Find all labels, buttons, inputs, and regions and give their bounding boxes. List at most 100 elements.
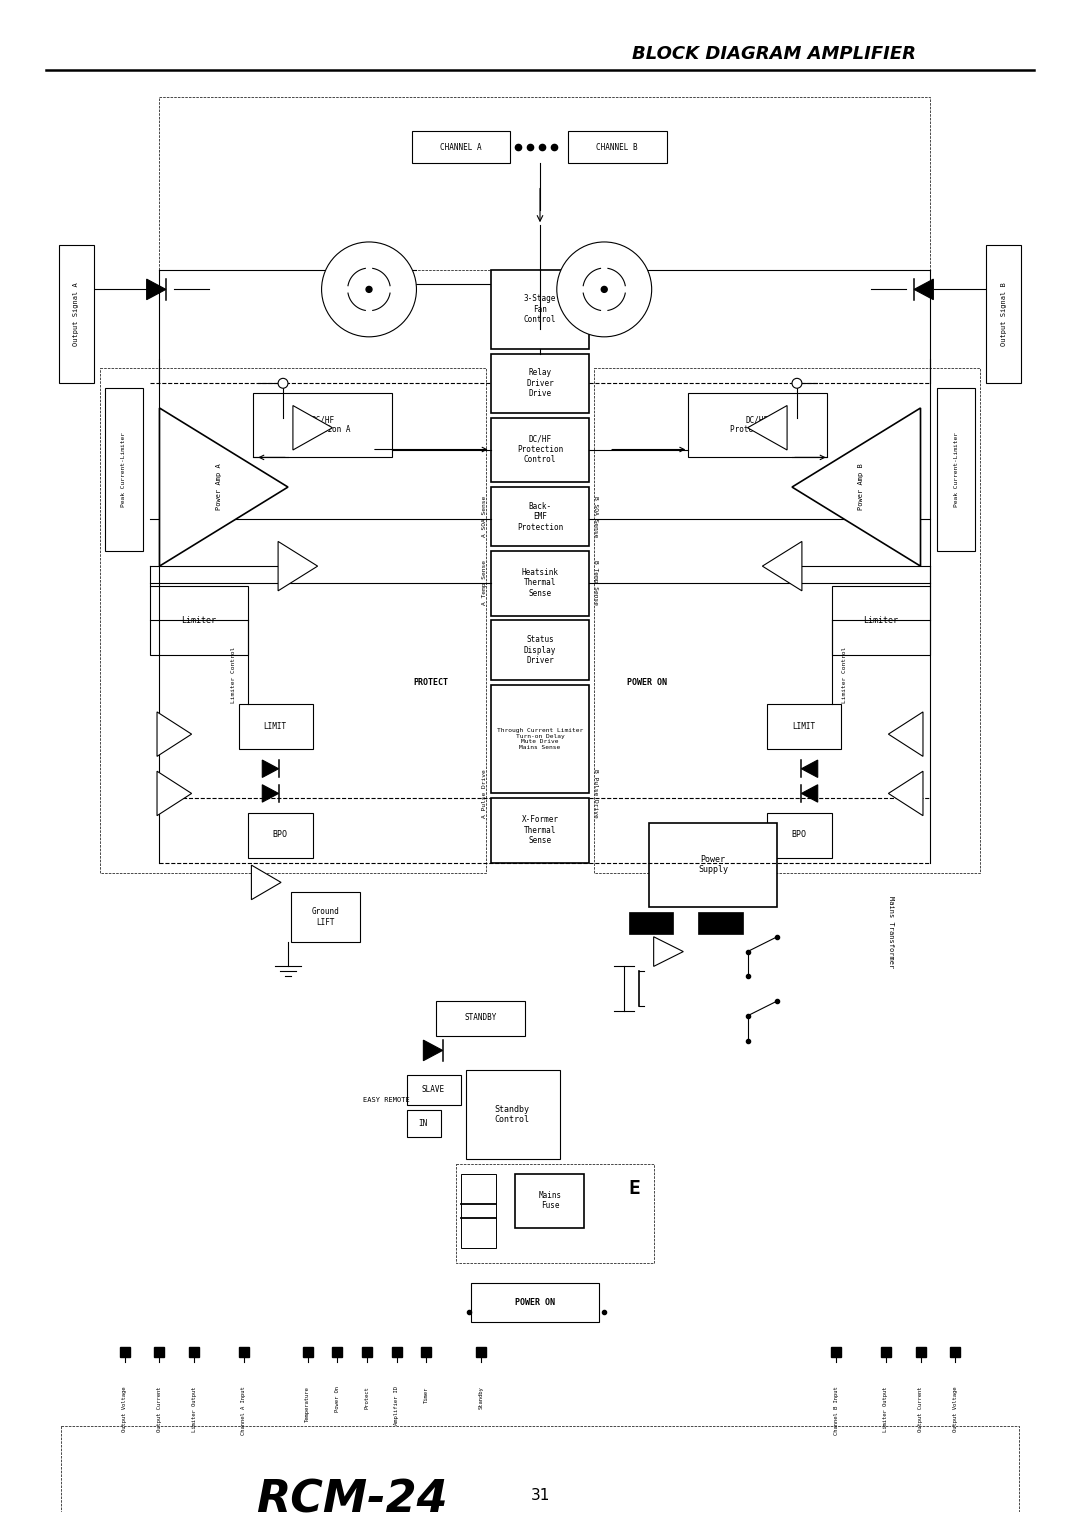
Polygon shape [889, 712, 923, 756]
Text: Back-
EMF
Protection: Back- EMF Protection [517, 502, 563, 531]
Circle shape [602, 287, 607, 292]
Text: Mains
Fuse: Mains Fuse [538, 1191, 562, 1211]
Polygon shape [747, 406, 787, 450]
Polygon shape [252, 866, 281, 899]
Text: Output Voltage: Output Voltage [953, 1387, 958, 1432]
Text: B Temp Sense: B Temp Sense [593, 560, 598, 605]
Bar [406, 1110, 441, 1138]
Bar [465, 1070, 559, 1159]
Polygon shape [801, 760, 818, 777]
Text: Power
Supply: Power Supply [698, 855, 728, 875]
Polygon shape [653, 936, 684, 967]
Circle shape [366, 287, 372, 292]
Text: Power Amp B: Power Amp B [859, 464, 864, 510]
Bar [986, 244, 1022, 383]
Text: Limiter Output: Limiter Output [883, 1387, 889, 1432]
Bar [688, 392, 826, 458]
Text: Channel A Input: Channel A Input [241, 1387, 246, 1435]
Bar [160, 96, 930, 270]
Polygon shape [160, 408, 288, 567]
Text: A Pulse Drive: A Pulse Drive [482, 770, 487, 818]
Circle shape [792, 379, 802, 388]
Bar [937, 388, 975, 551]
Bar [490, 799, 590, 863]
Bar [411, 131, 511, 163]
Text: Standby
Control: Standby Control [495, 1106, 530, 1124]
Bar [767, 814, 832, 858]
Text: BPO: BPO [792, 831, 807, 840]
Circle shape [278, 379, 288, 388]
Polygon shape [792, 408, 920, 567]
Bar [456, 1164, 653, 1263]
Bar [461, 1174, 496, 1248]
Text: DC/HF
Protection
Control: DC/HF Protection Control [517, 435, 563, 464]
Bar [490, 620, 590, 680]
Bar [515, 1174, 584, 1228]
Bar [832, 586, 930, 655]
Text: Protect: Protect [365, 1387, 369, 1409]
Text: Power On: Power On [335, 1387, 340, 1412]
Bar [105, 388, 143, 551]
Text: Standby: Standby [478, 1387, 483, 1409]
Bar [254, 392, 392, 458]
Text: Limiter Output: Limiter Output [191, 1387, 197, 1432]
Bar [490, 354, 590, 412]
Circle shape [557, 241, 651, 337]
Text: Temperature: Temperature [306, 1387, 310, 1422]
Bar [248, 814, 313, 858]
Text: Peak Current-Limiter: Peak Current-Limiter [954, 432, 959, 507]
Text: B SOA Sense: B SOA Sense [593, 496, 598, 538]
Text: Output Current: Output Current [918, 1387, 923, 1432]
Polygon shape [801, 785, 818, 802]
Text: BPO: BPO [272, 831, 287, 840]
Bar [58, 244, 94, 383]
Polygon shape [147, 279, 166, 299]
Text: Output Voltage: Output Voltage [122, 1387, 127, 1432]
Text: POWER ON: POWER ON [515, 1298, 555, 1307]
Text: CHANNEL B: CHANNEL B [596, 142, 638, 151]
Bar [629, 912, 674, 935]
Text: X-Former
Thermal
Sense: X-Former Thermal Sense [522, 815, 558, 844]
Bar [649, 823, 778, 907]
Text: Limiter Control: Limiter Control [842, 647, 847, 702]
Text: CHANNEL A: CHANNEL A [441, 142, 482, 151]
Bar [150, 586, 248, 655]
Text: SLAVE: SLAVE [421, 1086, 445, 1095]
Text: POWER ON: POWER ON [626, 678, 666, 687]
Polygon shape [262, 760, 279, 777]
Text: A SOA Sense: A SOA Sense [482, 496, 487, 538]
Text: A Temp Sense: A Temp Sense [482, 560, 487, 605]
Text: Timer: Timer [423, 1387, 429, 1403]
Bar [698, 912, 743, 935]
Text: 31: 31 [530, 1487, 550, 1503]
Text: Output Signal B: Output Signal B [1000, 282, 1007, 347]
Bar [100, 368, 486, 872]
Bar [490, 684, 590, 794]
Polygon shape [762, 542, 802, 591]
Text: BLOCK DIAGRAM AMPLIFIER: BLOCK DIAGRAM AMPLIFIER [632, 46, 916, 63]
Bar [406, 1075, 461, 1104]
Bar [490, 418, 590, 483]
Text: Ground
LIFT: Ground LIFT [312, 907, 339, 927]
Text: Output Signal A: Output Signal A [73, 282, 80, 347]
Polygon shape [914, 279, 933, 299]
Polygon shape [293, 406, 333, 450]
Polygon shape [157, 712, 191, 756]
Text: Amplifier ID: Amplifier ID [394, 1387, 400, 1425]
Text: Channel B Input: Channel B Input [834, 1387, 839, 1435]
Text: Power Amp A: Power Amp A [216, 464, 221, 510]
Text: DC/HF
Protection A: DC/HF Protection A [295, 415, 350, 435]
Text: LIMIT: LIMIT [793, 722, 815, 731]
Bar [490, 487, 590, 547]
Bar [594, 368, 980, 872]
Text: 3-Stage
Fan
Control: 3-Stage Fan Control [524, 295, 556, 324]
Text: E: E [627, 1179, 639, 1199]
Text: LIMIT: LIMIT [264, 722, 286, 731]
Polygon shape [157, 771, 191, 815]
Bar [568, 131, 666, 163]
Text: Limiter Control: Limiter Control [231, 647, 237, 702]
Text: Relay
Driver
Drive: Relay Driver Drive [526, 368, 554, 399]
Text: Limiter: Limiter [864, 615, 899, 625]
Bar [490, 551, 590, 615]
Bar [436, 1002, 525, 1035]
